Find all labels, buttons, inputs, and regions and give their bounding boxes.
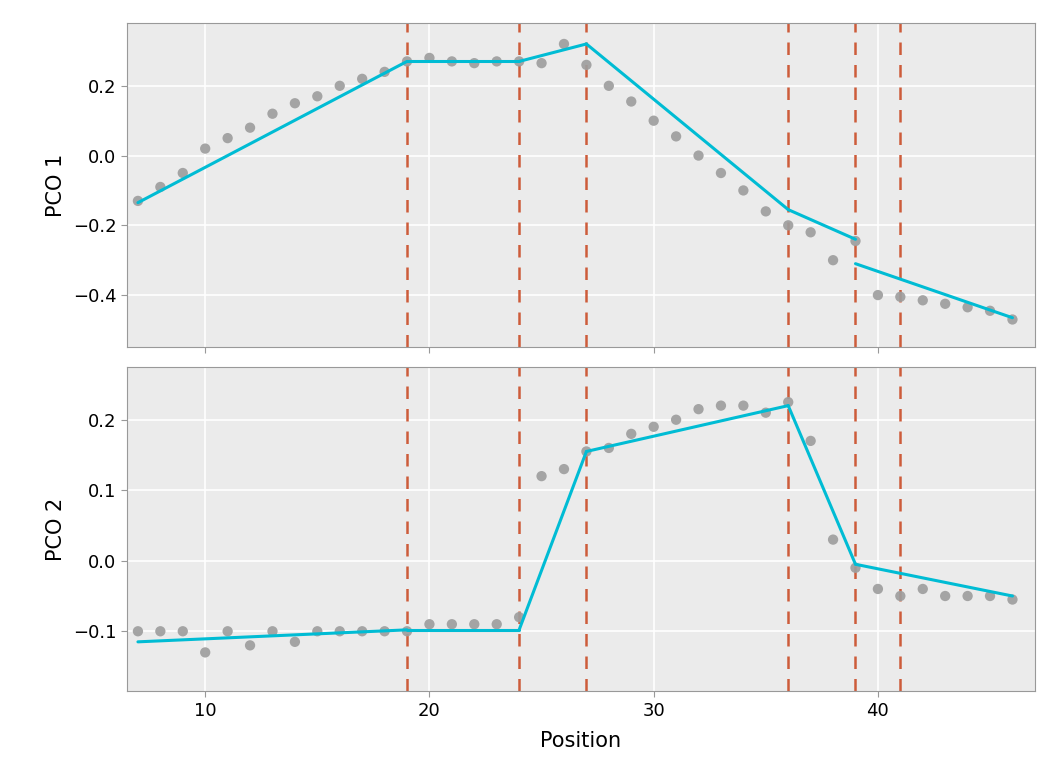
Point: [533, 57, 550, 69]
Point: [578, 445, 595, 458]
Point: [220, 132, 237, 144]
Point: [511, 611, 528, 624]
Point: [623, 428, 640, 440]
Point: [735, 399, 752, 412]
Point: [578, 58, 595, 71]
Point: [421, 51, 438, 64]
Point: [735, 184, 752, 197]
Point: [308, 625, 325, 637]
Point: [466, 618, 483, 631]
Point: [667, 414, 684, 426]
Point: [511, 55, 528, 68]
Point: [645, 114, 662, 127]
Point: [892, 590, 909, 602]
Point: [152, 625, 169, 637]
Point: [354, 73, 371, 85]
Point: [847, 235, 864, 247]
Point: [713, 167, 730, 179]
Point: [466, 57, 483, 69]
Point: [1004, 594, 1021, 606]
Point: [713, 399, 730, 412]
Point: [444, 618, 460, 631]
Point: [421, 618, 438, 631]
Point: [398, 55, 415, 68]
Point: [555, 463, 572, 475]
Point: [488, 618, 505, 631]
Point: [690, 403, 706, 415]
Point: [264, 625, 281, 637]
Point: [959, 301, 976, 313]
Point: [444, 55, 460, 68]
Point: [242, 121, 259, 134]
Point: [779, 219, 796, 231]
Point: [130, 195, 147, 207]
Point: [690, 150, 706, 162]
Y-axis label: PCO 1: PCO 1: [46, 154, 67, 217]
Point: [892, 290, 909, 303]
Point: [869, 583, 886, 595]
Point: [757, 205, 774, 217]
Point: [196, 142, 213, 154]
Point: [488, 55, 505, 68]
Point: [825, 534, 842, 546]
Point: [959, 590, 976, 602]
Point: [332, 80, 348, 92]
Point: [196, 647, 213, 659]
Point: [982, 590, 999, 602]
Point: [398, 625, 415, 637]
Y-axis label: PCO 2: PCO 2: [46, 498, 67, 561]
Point: [242, 639, 259, 651]
Point: [601, 80, 618, 92]
X-axis label: Position: Position: [541, 730, 621, 751]
Point: [937, 590, 954, 602]
Point: [847, 561, 864, 574]
Point: [914, 294, 931, 306]
Point: [174, 625, 191, 637]
Point: [174, 167, 191, 179]
Point: [533, 470, 550, 482]
Point: [264, 108, 281, 120]
Point: [825, 254, 842, 266]
Point: [286, 636, 303, 648]
Point: [757, 406, 774, 419]
Point: [645, 421, 662, 433]
Point: [332, 625, 348, 637]
Point: [601, 442, 618, 454]
Point: [803, 226, 819, 238]
Point: [667, 131, 684, 143]
Point: [220, 625, 237, 637]
Point: [555, 38, 572, 50]
Point: [1004, 313, 1021, 326]
Point: [869, 289, 886, 301]
Point: [982, 305, 999, 317]
Point: [376, 625, 393, 637]
Point: [779, 396, 796, 409]
Point: [130, 625, 147, 637]
Point: [803, 435, 819, 447]
Point: [937, 298, 954, 310]
Point: [308, 90, 325, 102]
Point: [354, 625, 371, 637]
Point: [286, 97, 303, 109]
Point: [376, 66, 393, 78]
Point: [152, 180, 169, 193]
Point: [914, 583, 931, 595]
Point: [623, 95, 640, 108]
